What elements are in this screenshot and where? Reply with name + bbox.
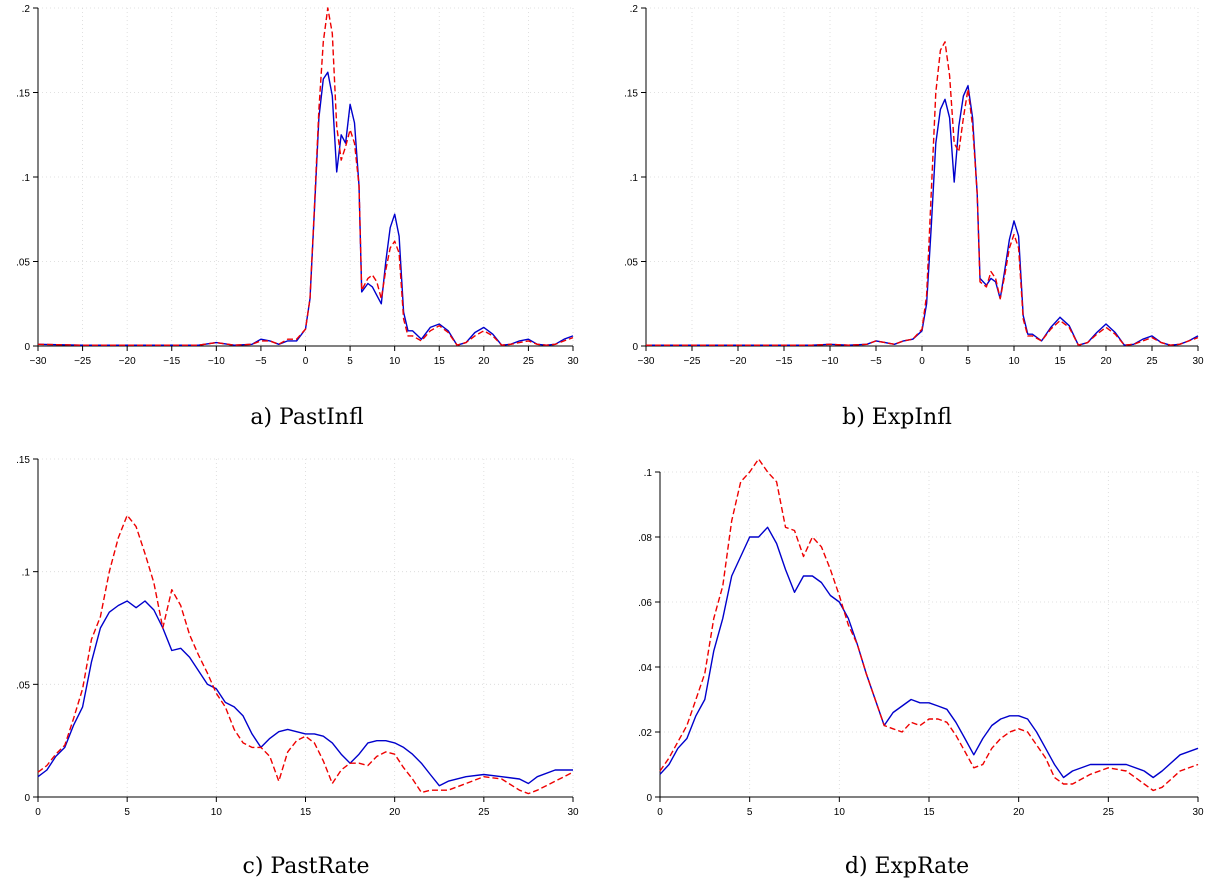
x-tick-label: 5 <box>347 356 353 367</box>
y-tick-label: .2 <box>22 4 31 15</box>
chart-b-svg: −30 −25 −20 −15 −10 −5 0 5 10 15 20 25 30 0 .05 .1 .15 .2 <box>624 4 1204 367</box>
x-tick-label: −5 <box>870 356 882 367</box>
x-tick-label: −10 <box>822 356 839 367</box>
x-tick-label: −20 <box>119 356 136 367</box>
x-tick-label: 25 <box>478 807 490 818</box>
x-tick-label: 0 <box>919 356 925 367</box>
series-line-dashed-red <box>37 7 574 346</box>
y-tick-label: .15 <box>16 89 30 100</box>
y-tick-label: 0 <box>632 342 638 353</box>
chart-c-caption: c) PastRate <box>242 854 370 879</box>
x-tick-label: 25 <box>1146 356 1158 367</box>
x-tick-label: 5 <box>747 807 753 818</box>
x-tick-label: −10 <box>208 356 225 367</box>
x-tick-label: −30 <box>30 356 47 367</box>
series-line-dashed-red <box>659 458 1199 792</box>
series-line-dashed-red <box>37 514 574 795</box>
chart-a-caption: a) PastInfl <box>250 405 364 430</box>
x-tick-label: 5 <box>124 807 130 818</box>
chart-panel-a: −30 −25 −20 −15 −10 −5 0 5 10 15 20 25 30 0 .05 .1 .15 .2… <box>0 0 608 440</box>
y-tick-label: .05 <box>624 258 638 269</box>
x-tick-label: 15 <box>923 807 935 818</box>
y-tick-label: .05 <box>16 258 30 269</box>
chart-d-svg: 0 5 10 15 20 25 30 0 .02 .04 .06 .08 .1 <box>638 458 1204 818</box>
y-tick-label: .2 <box>630 4 639 15</box>
series-line-solid-blue <box>646 84 1199 346</box>
y-tick-label: .04 <box>638 663 652 674</box>
chart-b-caption: b) ExpInfl <box>842 405 952 430</box>
y-tick-label: .1 <box>22 568 31 579</box>
y-tick-label: 0 <box>24 342 30 353</box>
x-tick-label: 0 <box>657 807 663 818</box>
x-tick-label: −25 <box>74 356 91 367</box>
x-tick-label: 25 <box>1103 807 1115 818</box>
y-tick-label: .08 <box>638 533 652 544</box>
x-tick-label: 20 <box>1100 356 1112 367</box>
x-tick-label: −30 <box>638 356 655 367</box>
x-tick-label: −5 <box>255 356 267 367</box>
x-tick-label: 10 <box>834 807 846 818</box>
x-tick-label: 20 <box>389 807 401 818</box>
series-line-dashed-red <box>646 41 1199 346</box>
chart-c-svg: 0 5 10 15 20 25 30 0 .05 .1 .15 <box>16 455 579 818</box>
chart-d-caption: d) ExpRate <box>844 854 970 879</box>
y-tick-label: 0 <box>24 793 30 804</box>
x-tick-label: 0 <box>303 356 309 367</box>
y-tick-label: .06 <box>638 598 652 609</box>
x-tick-label: −25 <box>684 356 701 367</box>
x-tick-label: 10 <box>211 807 223 818</box>
y-tick-label: .02 <box>638 728 652 739</box>
y-tick-label: .1 <box>22 173 31 184</box>
x-tick-label: 30 <box>567 807 579 818</box>
chart-a-svg: −30 −25 −20 −15 −10 −5 0 5 10 15 20 25 30 0 .05 .1 .15 .2 <box>16 4 579 367</box>
x-tick-label: 20 <box>1013 807 1025 818</box>
x-tick-label: −15 <box>163 356 180 367</box>
x-tick-label: 15 <box>1054 356 1066 367</box>
y-tick-label: .15 <box>624 89 638 100</box>
x-tick-label: 10 <box>1008 356 1020 367</box>
y-tick-label: 0 <box>646 793 652 804</box>
x-tick-label: 25 <box>523 356 535 367</box>
x-tick-label: 15 <box>434 356 446 367</box>
x-tick-label: −15 <box>776 356 793 367</box>
x-tick-label: 20 <box>478 356 490 367</box>
chart-panel-c: 0 5 10 15 20 25 30 0 .05 .1 .15 c) PastRate <box>0 444 608 888</box>
x-tick-label: 30 <box>1192 356 1204 367</box>
y-tick-label: .1 <box>630 173 639 184</box>
series-line-solid-blue <box>659 526 1199 779</box>
y-tick-label: .05 <box>16 680 30 691</box>
y-tick-label: .1 <box>644 468 653 479</box>
chart-panel-d: 0 5 10 15 20 25 30 0 .02 .04 .06 .08 .1 d) ExpRate <box>608 444 1216 888</box>
chart-panel-b: −30 −25 −20 −15 −10 −5 0 5 10 15 20 25 30 0 .05 .1 .15 .2… <box>608 0 1216 440</box>
x-tick-label: 5 <box>965 356 971 367</box>
x-tick-label: 10 <box>389 356 401 367</box>
x-tick-label: 15 <box>300 807 312 818</box>
x-tick-label: 0 <box>35 807 41 818</box>
series-line-solid-blue <box>37 600 573 787</box>
x-tick-label: 30 <box>1192 807 1204 818</box>
x-tick-label: 30 <box>567 356 579 367</box>
x-tick-label: −20 <box>730 356 747 367</box>
y-tick-label: .15 <box>16 455 30 466</box>
